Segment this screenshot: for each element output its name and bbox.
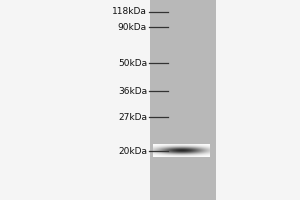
Text: 36kDa: 36kDa — [118, 87, 147, 96]
Text: 50kDa: 50kDa — [118, 58, 147, 68]
Text: 20kDa: 20kDa — [118, 146, 147, 156]
Text: 90kDa: 90kDa — [118, 22, 147, 31]
Text: 118kDa: 118kDa — [112, 7, 147, 17]
Bar — [150, 0, 216, 200]
Text: 27kDa: 27kDa — [118, 112, 147, 121]
